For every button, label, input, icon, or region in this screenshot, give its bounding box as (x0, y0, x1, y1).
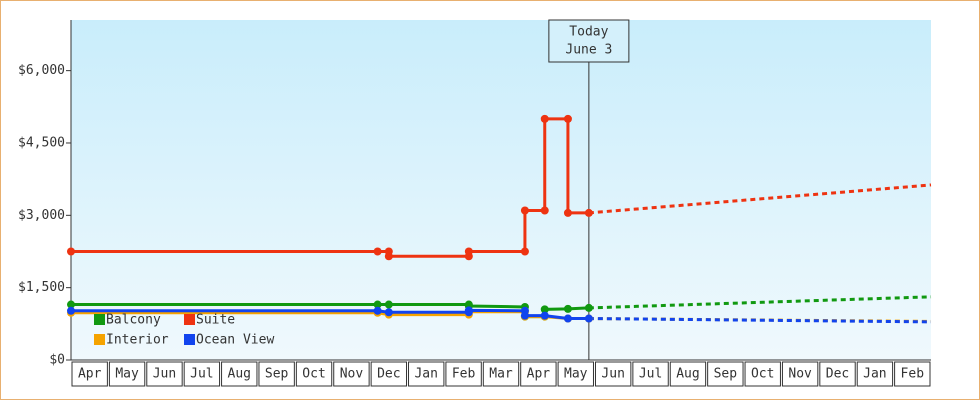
forecast-line (588, 295, 932, 310)
point (540, 206, 549, 215)
forecast-line (588, 183, 932, 215)
month-cell (520, 361, 557, 387)
point (384, 300, 393, 309)
x-tick-label: May (564, 367, 588, 382)
plot-area (71, 20, 931, 360)
point (67, 306, 75, 315)
month-cell (183, 361, 221, 387)
x-tick-label: Jan (863, 367, 886, 382)
month-cell (408, 361, 445, 387)
x-tick-label: Feb (901, 367, 925, 382)
today-label: Today (569, 25, 608, 40)
x-tick-label: Dec (826, 367, 849, 382)
month-cell (258, 361, 295, 387)
x-tick-label: Nov (788, 367, 812, 382)
x-tick-label: Apr (527, 367, 551, 382)
month-cell (221, 361, 258, 387)
point (584, 208, 593, 217)
point (520, 247, 529, 256)
y-tick-label: $1,500 (18, 280, 65, 295)
y-tick-label: $0 (49, 353, 65, 368)
x-tick-label: Jul (190, 367, 213, 382)
month-cell (707, 361, 744, 387)
x-tick-label: Oct (751, 367, 774, 382)
x-tick-label: Aug (228, 367, 251, 382)
point (67, 247, 75, 256)
point (384, 308, 393, 317)
point (584, 314, 593, 323)
month-cell (632, 361, 669, 387)
point (373, 300, 382, 309)
x-tick-label: Sep (714, 367, 738, 382)
point (584, 303, 593, 312)
x-tick-label: Jun (601, 367, 624, 382)
y-tick-label: $4,500 (18, 135, 65, 150)
legend-label: Interior (106, 333, 169, 348)
x-tick-label: Mar (489, 367, 513, 382)
today-label: June 3 (565, 43, 612, 58)
point (540, 305, 549, 314)
month-cell (482, 361, 520, 387)
legend-swatch (94, 334, 105, 345)
legend-label: Balcony (106, 313, 161, 328)
month-cell (295, 361, 333, 387)
point (563, 114, 572, 123)
month-cell (146, 361, 183, 387)
x-tick-label: Oct (302, 367, 325, 382)
x-tick-label: Dec (377, 367, 400, 382)
x-tick-label: May (115, 367, 139, 382)
month-cell (819, 361, 856, 387)
point (384, 252, 393, 261)
month-cell (108, 361, 146, 387)
point (464, 306, 473, 315)
point (540, 311, 549, 320)
month-cell (781, 361, 819, 387)
legend-swatch (184, 314, 195, 325)
forecast-line (588, 317, 932, 324)
legend-label: Ocean View (196, 333, 274, 348)
month-cell (669, 361, 707, 387)
point (540, 114, 549, 123)
month-cell (594, 361, 632, 387)
x-tick-label: Jul (639, 367, 662, 382)
x-tick-label: Sep (265, 367, 289, 382)
month-cell (744, 361, 781, 387)
today-box (548, 19, 630, 63)
month-cell (370, 361, 408, 387)
month-cell (333, 361, 370, 387)
point (464, 247, 473, 256)
legend-swatch (94, 314, 105, 325)
x-tick-label: Apr (78, 367, 102, 382)
point (373, 306, 382, 315)
legend-swatch (184, 334, 195, 345)
point (67, 300, 75, 309)
x-tick-label: Aug (676, 367, 699, 382)
month-cell (894, 361, 931, 387)
x-tick-label: Jan (414, 367, 437, 382)
point (520, 206, 529, 215)
month-cell (557, 361, 594, 387)
point (520, 311, 529, 320)
point (563, 304, 572, 313)
month-cell (71, 361, 108, 387)
legend-label: Suite (196, 313, 235, 328)
point (373, 247, 382, 256)
x-tick-label: Jun (153, 367, 176, 382)
y-tick-label: $3,000 (18, 208, 65, 223)
point (563, 314, 572, 323)
point (563, 208, 572, 217)
series-line (71, 308, 589, 321)
x-tick-label: Nov (340, 367, 364, 382)
y-tick-label: $6,000 (18, 63, 65, 78)
x-tick-label: Feb (452, 367, 476, 382)
month-cell (445, 361, 482, 387)
month-cell (856, 361, 894, 387)
